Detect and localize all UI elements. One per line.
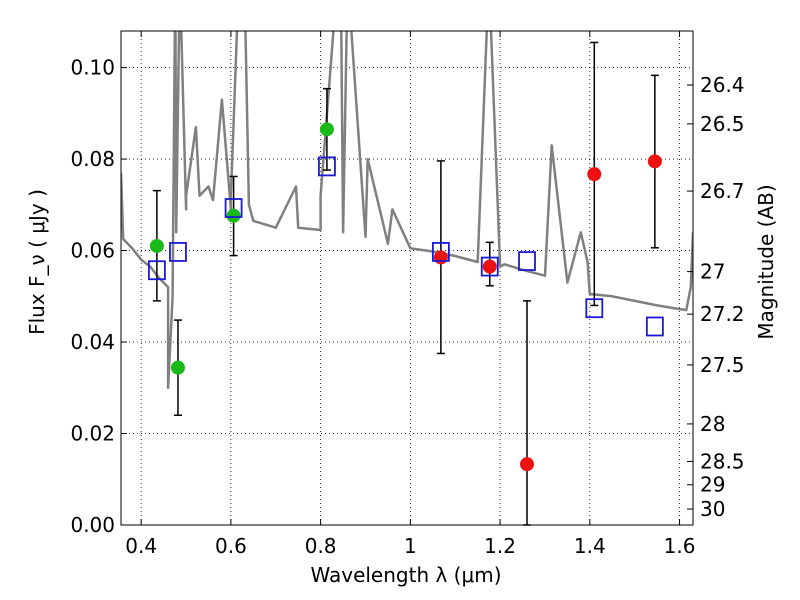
data-point-circle <box>170 360 185 375</box>
data-markers <box>147 122 664 472</box>
y-tick-label: 0.06 <box>70 239 115 263</box>
sed-curve <box>121 31 693 390</box>
x-tick-label: 1.4 <box>574 534 606 558</box>
x-tick-label: 0.6 <box>215 534 247 558</box>
y-tick-label: 0.00 <box>70 513 115 537</box>
right-tick-label: 27.2 <box>700 302 745 326</box>
right-tick-label: 28.5 <box>700 449 745 473</box>
right-tick-label: 29 <box>700 473 725 497</box>
data-point-square <box>645 316 664 337</box>
plot-frame <box>120 30 694 526</box>
data-point-circle <box>587 167 602 182</box>
y-tick-label: 0.04 <box>70 330 115 354</box>
tick-labels: 0.4 0.6 0.8 1 1.2 1.4 1.6 0.00 0.02 0.04 0.06 0.08 0… <box>70 56 744 558</box>
data-point-circle <box>149 238 164 253</box>
x-tick-label: 1.2 <box>484 534 516 558</box>
y-tick-label: 0.08 <box>70 147 115 171</box>
data-point-square <box>224 198 243 218</box>
right-axis-label: Magnitude (AB) <box>754 184 778 339</box>
data-point-square <box>585 298 604 319</box>
data-point-square <box>518 251 536 271</box>
y-tick-label: 0.10 <box>70 56 115 80</box>
right-tick-label: 30 <box>700 497 725 521</box>
sed-curve-line <box>121 31 693 390</box>
x-tick-label: 1.6 <box>664 534 696 558</box>
error-bar <box>523 300 532 526</box>
right-tick-label: 26.4 <box>700 73 745 97</box>
data-point-circle <box>319 122 334 137</box>
error-bars <box>152 41 659 526</box>
data-point-square <box>480 256 499 277</box>
right-tick-label: 28 <box>700 412 725 436</box>
x-tick-label: 1 <box>404 534 417 558</box>
x-tick-label: 0.4 <box>125 534 157 558</box>
data-point-circle <box>520 457 535 472</box>
data-point-circle <box>482 259 497 274</box>
data-point-circle <box>433 250 448 265</box>
data-point-circle <box>226 208 241 223</box>
right-tick-label: 26.7 <box>700 179 745 203</box>
data-point-square <box>169 242 187 262</box>
right-tick-label: 26.5 <box>700 112 745 136</box>
grid <box>121 31 693 526</box>
x-axis-label: Wavelength λ (μm) <box>310 563 501 587</box>
axis-ticks <box>121 31 693 526</box>
data-point-square <box>431 242 450 262</box>
right-tick-label: 27 <box>700 260 725 284</box>
data-point-circle <box>647 154 662 169</box>
data-point-square <box>318 156 336 177</box>
data-point-square <box>147 260 166 281</box>
y-axis-label: Flux F_ν ( μJy ) <box>25 189 49 335</box>
right-tick-label: 27.5 <box>700 353 745 377</box>
x-tick-label: 0.8 <box>305 534 337 558</box>
y-tick-label: 0.02 <box>70 422 115 446</box>
